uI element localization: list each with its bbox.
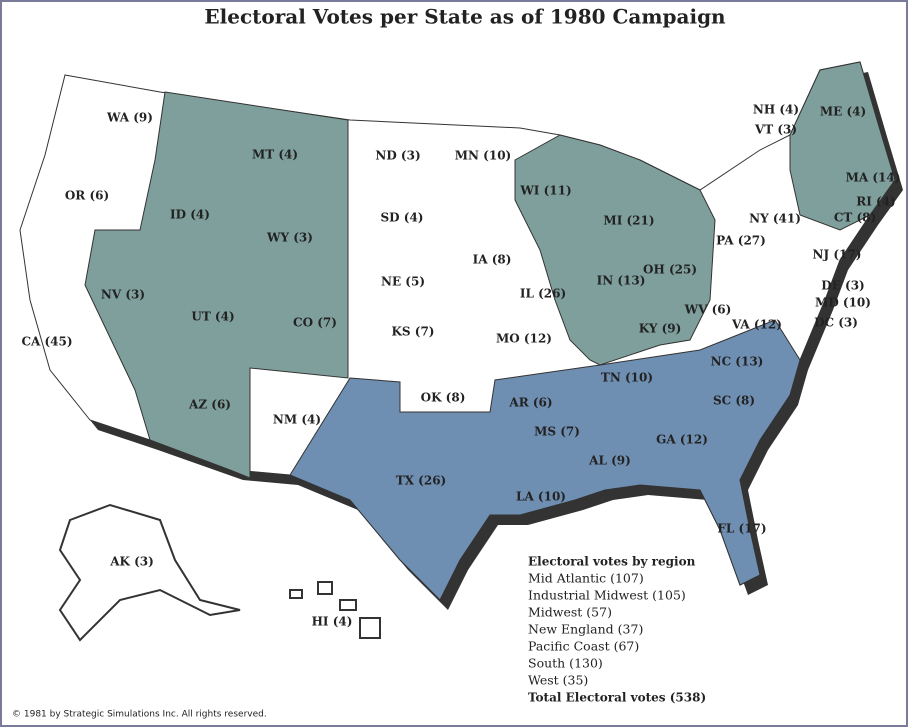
- state-label: MN (10): [455, 149, 511, 163]
- state-labels: WA (9) OR (6) CA (45) MT (4) ID (4) WY (3) NV …: [21, 103, 900, 629]
- state-label: CT (8): [834, 211, 876, 225]
- state-label: KS (7): [392, 325, 435, 339]
- alaska: [58, 503, 241, 642]
- state-label: IL (26): [520, 287, 566, 301]
- state-label: PA (27): [716, 234, 766, 248]
- state-label: TN (10): [601, 371, 653, 385]
- state-label: CO (7): [293, 316, 337, 330]
- state-label: GA (12): [656, 433, 708, 447]
- state-label: SC (8): [713, 394, 755, 408]
- state-label: UT (4): [191, 310, 234, 324]
- state-label: MI (21): [603, 214, 654, 228]
- state-label: SD (4): [381, 211, 424, 225]
- state-label: NV (3): [101, 288, 145, 302]
- state-label: NY (41): [749, 212, 801, 226]
- state-label: DC (3): [814, 316, 858, 330]
- state-label: OH (25): [643, 263, 697, 277]
- state-label: VA (12): [731, 318, 782, 332]
- west-region: [84, 91, 349, 479]
- map-shapes: [19, 61, 903, 642]
- state-label: FL (17): [717, 522, 766, 536]
- legend-item: West (35): [528, 673, 588, 688]
- state-label: CA (45): [21, 335, 72, 349]
- legend-item: Industrial Midwest (105): [528, 588, 686, 603]
- state-label: NE (5): [381, 275, 425, 289]
- new-england-region: [789, 61, 896, 231]
- state-label: AR (6): [508, 396, 552, 410]
- legend-item: Midwest (57): [528, 605, 612, 620]
- state-label: WA (9): [106, 111, 153, 125]
- title: Electoral Votes per State as of 1980 Cam…: [204, 5, 726, 29]
- state-label: ND (3): [375, 149, 420, 163]
- state-label: NH (4): [753, 103, 799, 117]
- state-label: TX (26): [396, 474, 446, 488]
- legend-item: South (130): [528, 656, 603, 671]
- legend-item: Pacific Coast (67): [528, 639, 639, 654]
- state-label: KY (9): [639, 322, 682, 336]
- legend-title: Electoral votes by region: [528, 555, 696, 569]
- south-region: [289, 319, 801, 601]
- state-label: OR (6): [65, 189, 109, 203]
- state-label: OK (8): [421, 391, 466, 405]
- industrial-midwest-region: [514, 134, 716, 366]
- state-label: WV (6): [684, 303, 732, 317]
- state-label: LA (10): [516, 490, 566, 504]
- state-label: AL (9): [588, 454, 631, 468]
- state-label: VT (3): [754, 123, 797, 137]
- legend: Electoral votes by region Mid Atlantic (…: [528, 555, 706, 705]
- state-label: RI (4): [856, 195, 895, 209]
- state-label: MD (10): [815, 296, 871, 310]
- state-label: AZ (6): [188, 398, 231, 412]
- copyright: © 1981 by Strategic Simulations Inc. All…: [12, 710, 267, 720]
- state-label: WI (11): [519, 184, 571, 198]
- hawaii: [289, 581, 381, 639]
- state-label: ID (4): [170, 208, 210, 222]
- state-label: WY (3): [266, 231, 313, 245]
- state-label: DE (3): [821, 279, 864, 293]
- state-label: IA (8): [473, 253, 512, 267]
- state-label: NC (13): [711, 355, 764, 369]
- state-label: MS (7): [534, 425, 580, 439]
- state-label: AK (3): [109, 555, 154, 569]
- state-label: MO (12): [496, 332, 552, 346]
- state-label: MA (14): [846, 171, 901, 185]
- state-label: NM (4): [273, 413, 321, 427]
- state-label: HI (4): [312, 615, 353, 629]
- state-label: MT (4): [252, 148, 298, 162]
- state-label: IN (13): [597, 274, 646, 288]
- legend-item: Mid Atlantic (107): [528, 571, 644, 586]
- state-label: NJ (17): [813, 248, 862, 262]
- legend-total: Total Electoral votes (538): [528, 691, 706, 705]
- state-label: ME (4): [820, 105, 866, 119]
- legend-item: New England (37): [528, 622, 643, 637]
